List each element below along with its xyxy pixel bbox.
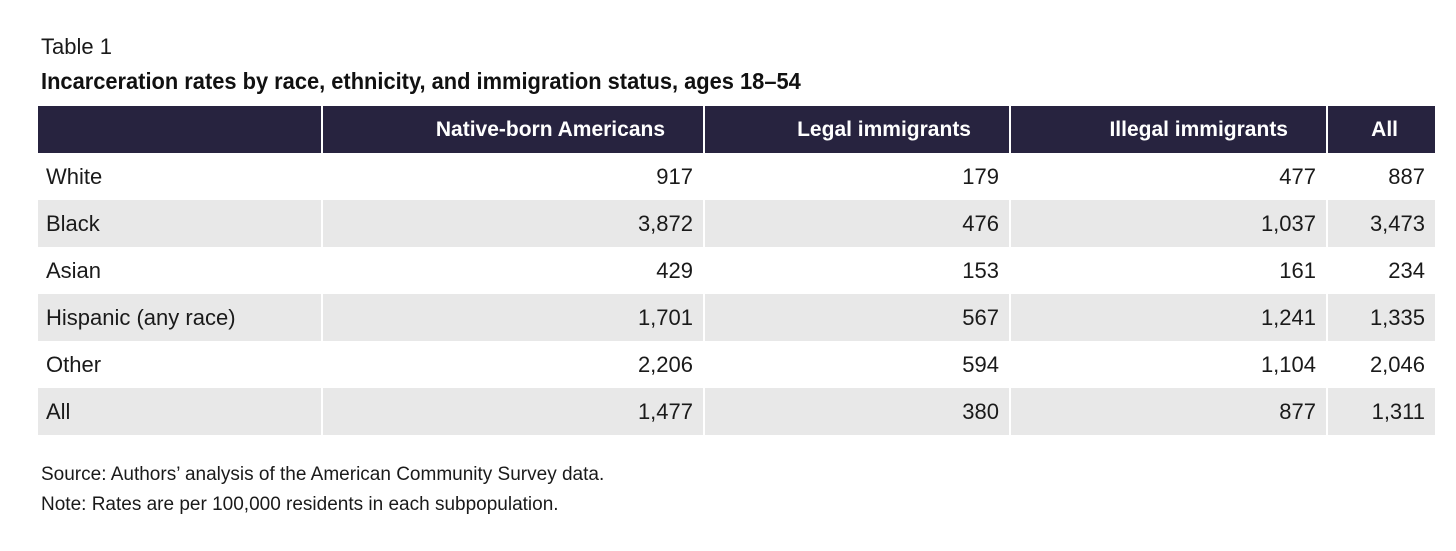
cell-native-born: 3,872: [321, 200, 704, 247]
table-row: All 1,477 380 877 1,311: [38, 388, 1435, 435]
cell-legal-immigrants: 153: [703, 247, 1010, 294]
table-title: Incarceration rates by race, ethnicity, …: [41, 68, 801, 94]
row-label: White: [38, 153, 322, 200]
table-row: Other 2,206 594 1,104 2,046: [38, 341, 1435, 388]
cell-legal-immigrants: 179: [703, 153, 1010, 200]
cell-native-born: 917: [321, 153, 704, 200]
cell-illegal-immigrants: 1,241: [1009, 294, 1327, 341]
table-header-row: Native-born Americans Legal immigrants I…: [38, 106, 1435, 153]
cell-native-born: 1,701: [321, 294, 704, 341]
row-label: Asian: [38, 247, 322, 294]
row-label: Hispanic (any race): [38, 294, 322, 341]
cell-all: 1,335: [1326, 294, 1435, 341]
cell-illegal-immigrants: 477: [1009, 153, 1327, 200]
table-label: Table 1: [41, 34, 112, 59]
cell-illegal-immigrants: 1,104: [1009, 341, 1327, 388]
header-cell-all: All: [1326, 106, 1435, 153]
cell-legal-immigrants: 594: [703, 341, 1010, 388]
cell-native-born: 2,206: [321, 341, 704, 388]
header-cell-legal-immigrants: Legal immigrants: [703, 106, 1010, 153]
row-label: All: [38, 388, 322, 435]
header-cell-blank: [38, 106, 322, 153]
row-label: Other: [38, 341, 322, 388]
cell-illegal-immigrants: 877: [1009, 388, 1327, 435]
cell-all: 3,473: [1326, 200, 1435, 247]
incarceration-table: Native-born Americans Legal immigrants I…: [38, 106, 1435, 435]
cell-legal-immigrants: 476: [703, 200, 1010, 247]
cell-legal-immigrants: 380: [703, 388, 1010, 435]
header-cell-native-born: Native-born Americans: [321, 106, 704, 153]
cell-illegal-immigrants: 161: [1009, 247, 1327, 294]
header-cell-illegal-immigrants: Illegal immigrants: [1009, 106, 1327, 153]
cell-native-born: 429: [321, 247, 704, 294]
table-row: White 917 179 477 887: [38, 153, 1435, 200]
source-note: Source: Authors’ analysis of the America…: [41, 464, 605, 485]
row-label: Black: [38, 200, 322, 247]
cell-all: 1,311: [1326, 388, 1435, 435]
cell-native-born: 1,477: [321, 388, 704, 435]
cell-legal-immigrants: 567: [703, 294, 1010, 341]
table-row: Hispanic (any race) 1,701 567 1,241 1,33…: [38, 294, 1435, 341]
cell-all: 887: [1326, 153, 1435, 200]
cell-all: 234: [1326, 247, 1435, 294]
table-row: Asian 429 153 161 234: [38, 247, 1435, 294]
table-row: Black 3,872 476 1,037 3,473: [38, 200, 1435, 247]
cell-all: 2,046: [1326, 341, 1435, 388]
footnote: Note: Rates are per 100,000 residents in…: [41, 494, 559, 515]
cell-illegal-immigrants: 1,037: [1009, 200, 1327, 247]
